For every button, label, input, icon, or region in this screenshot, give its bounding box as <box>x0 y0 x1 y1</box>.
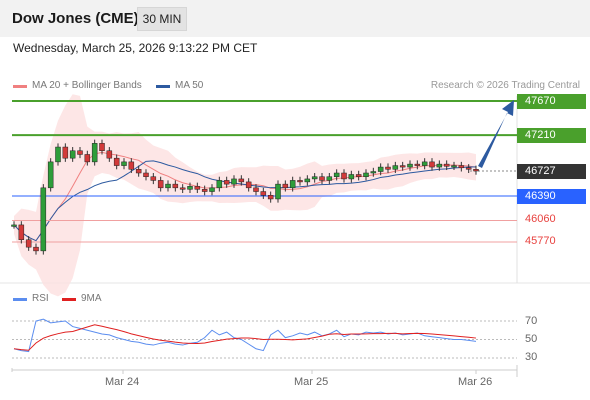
x-label-mar25: Mar 25 <box>294 376 329 388</box>
candle <box>69 150 76 159</box>
candle <box>91 143 98 163</box>
candle <box>165 183 171 189</box>
candle <box>11 224 17 227</box>
candle <box>473 169 479 172</box>
candle <box>62 146 69 159</box>
candle <box>355 174 362 177</box>
candle <box>18 224 25 241</box>
legend-rsi-9ma: 9MA <box>81 293 102 304</box>
candle <box>99 143 105 151</box>
candle <box>414 163 421 166</box>
candle <box>289 180 296 189</box>
research-credit: Research © 2026 Trading Central <box>430 80 580 91</box>
bollinger-band <box>14 94 476 297</box>
candle <box>341 172 347 180</box>
candle <box>216 180 223 189</box>
ma50-line <box>13 160 477 242</box>
rsi-9ma-swatch <box>62 298 76 301</box>
candle <box>143 172 149 177</box>
candle <box>326 176 333 181</box>
candle <box>385 166 391 170</box>
candle <box>157 180 164 189</box>
candle <box>370 171 377 174</box>
candle <box>392 165 399 170</box>
candle <box>333 172 340 177</box>
candle <box>201 189 208 192</box>
ma50-swatch <box>156 85 170 88</box>
candle <box>267 195 274 200</box>
candle <box>304 178 311 183</box>
candle <box>253 187 259 192</box>
candle <box>106 150 113 159</box>
candle <box>429 161 435 168</box>
price-level-resistance: 47670 <box>517 94 586 110</box>
candle <box>421 161 428 166</box>
legend-ma50: MA 50 <box>175 80 204 91</box>
candle <box>33 246 39 252</box>
price-level-support: 45770 <box>525 234 556 247</box>
candle <box>194 186 201 190</box>
timestamp: Wednesday, March 25, 2026 9:13:22 PM CET <box>13 41 258 55</box>
candle <box>275 183 281 200</box>
candle <box>297 180 303 183</box>
candle <box>55 146 61 163</box>
candle <box>223 180 230 185</box>
candle <box>311 176 318 180</box>
candle <box>47 161 54 189</box>
price-level-support: 46060 <box>525 213 556 226</box>
timeframe-button[interactable]: 30 MIN <box>137 7 187 31</box>
price-level-current: 46727 <box>517 163 586 179</box>
candle <box>231 178 237 185</box>
candle <box>436 163 443 168</box>
candle <box>84 154 91 163</box>
rsi-level-70: 70 <box>525 315 538 327</box>
candle <box>282 183 289 189</box>
candle <box>238 178 245 183</box>
candle <box>113 157 120 166</box>
legend-rsi: RSI <box>32 293 49 304</box>
rsi-level-30: 30 <box>525 351 538 363</box>
candle <box>348 174 355 180</box>
candle <box>179 187 186 190</box>
candle <box>451 165 457 168</box>
candle <box>40 187 47 252</box>
rsi-9ma-line <box>13 324 477 351</box>
price-level-pivot: 46390 <box>517 188 586 204</box>
candle <box>150 176 157 181</box>
candle <box>25 239 32 248</box>
chart-header: Dow Jones (CME) 30 MIN <box>0 0 590 37</box>
candle <box>407 163 413 168</box>
candle <box>128 161 135 170</box>
candle <box>135 169 142 174</box>
candle <box>465 167 472 170</box>
rsi-line <box>13 318 477 353</box>
x-label-mar24: Mar 24 <box>105 376 140 388</box>
candle <box>260 191 267 196</box>
candle <box>399 165 406 168</box>
candle <box>209 187 215 192</box>
candle <box>77 150 83 155</box>
instrument-title: Dow Jones (CME) <box>12 10 139 27</box>
rsi-level-50: 50 <box>525 333 538 345</box>
candle <box>319 176 325 181</box>
legend-ma20-bollinger: MA 20 + Bollinger Bands <box>32 80 142 91</box>
candle <box>377 166 384 172</box>
forecast-arrow-icon <box>478 100 514 168</box>
x-label-mar26: Mar 26 <box>458 376 493 388</box>
candle <box>245 181 252 189</box>
ma20-swatch <box>13 85 27 88</box>
rsi-swatch <box>13 298 27 301</box>
candle <box>187 186 193 190</box>
candle <box>172 183 179 189</box>
price-level-resistance: 47210 <box>517 128 586 144</box>
candle <box>121 161 127 166</box>
candle <box>458 165 465 169</box>
candle <box>443 163 450 167</box>
candle <box>363 172 369 177</box>
